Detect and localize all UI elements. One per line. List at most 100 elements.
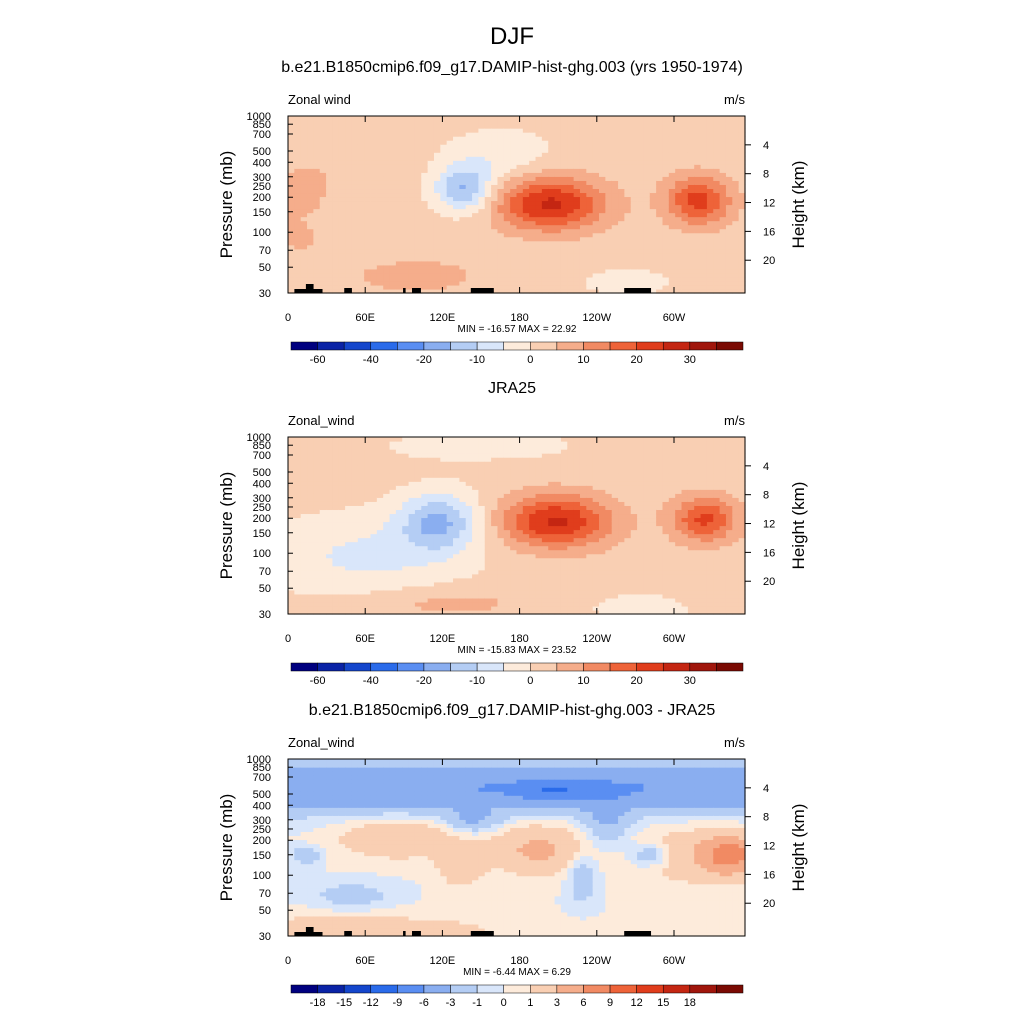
contour-cell	[421, 136, 429, 141]
contour-cell	[522, 172, 530, 177]
contour-cell	[408, 260, 416, 266]
contour-cell	[465, 489, 473, 494]
contour-cell	[719, 132, 727, 137]
contour-cell	[478, 461, 486, 466]
contour-cell	[364, 160, 372, 165]
contour-cell	[395, 573, 403, 579]
contour-cell	[300, 212, 308, 218]
contour-cell	[421, 525, 429, 531]
contour-cell	[725, 148, 733, 153]
contour-cell	[503, 116, 511, 121]
contour-cell	[446, 220, 454, 226]
contour-cell	[567, 120, 575, 125]
contour-cell	[288, 609, 295, 615]
contour-cell	[491, 585, 499, 591]
contour-cell	[402, 537, 410, 543]
contour-cell	[376, 172, 384, 177]
contour-cell	[459, 256, 467, 262]
contour-cell	[395, 581, 403, 587]
contour-cell	[579, 248, 587, 254]
contour-cell	[497, 140, 505, 145]
contour-cell	[288, 244, 295, 250]
contour-cell	[414, 212, 422, 218]
contour-cell	[338, 288, 346, 294]
contour-cell	[357, 529, 365, 535]
contour-cell	[522, 220, 530, 226]
contour-cell	[421, 140, 429, 145]
contour-cell	[351, 160, 359, 165]
contour-cell	[421, 513, 429, 519]
contour-cell	[541, 172, 549, 177]
contour-cell	[440, 248, 448, 254]
contour-cell	[338, 457, 346, 462]
contour-cell	[573, 236, 581, 242]
contour-cell	[573, 264, 581, 270]
contour-cell	[326, 469, 334, 474]
contour-cell	[516, 136, 524, 141]
contour-cell	[326, 557, 334, 563]
contour-cell	[465, 461, 473, 466]
contour-cell	[326, 136, 334, 141]
contour-cell	[522, 148, 530, 153]
contour-cell	[529, 236, 537, 242]
contour-cell	[332, 116, 340, 121]
colorbar-label: 10	[577, 354, 589, 366]
contour-cell	[383, 116, 391, 121]
contour-cell	[694, 216, 702, 222]
contour-cell	[732, 212, 740, 218]
contour-cell	[554, 140, 562, 145]
contour-cell	[395, 465, 403, 470]
contour-cell	[618, 164, 626, 169]
contour-cell	[459, 276, 467, 282]
contour-cell	[738, 272, 746, 278]
contour-cell	[529, 160, 537, 165]
contour-cell	[516, 272, 524, 278]
contour-cell	[516, 160, 524, 165]
contour-cell	[465, 224, 473, 230]
contour-cell	[497, 180, 505, 185]
contour-cell	[440, 589, 448, 595]
contour-cell	[370, 593, 378, 599]
contour-cell	[560, 208, 568, 214]
contour-cell	[725, 200, 733, 206]
contour-cell	[319, 284, 327, 290]
contour-cell	[687, 156, 695, 161]
contour-cell	[319, 497, 327, 502]
contour-cell	[560, 244, 568, 250]
contour-cell	[465, 176, 473, 181]
contour-cell	[497, 477, 505, 482]
contour-cell	[446, 525, 454, 531]
contour-cell	[414, 164, 422, 169]
contour-cell	[529, 128, 537, 133]
contour-cell	[326, 120, 334, 125]
contour-cell	[497, 481, 505, 486]
contour-cell	[421, 549, 429, 555]
contour-cell	[338, 489, 346, 494]
panels: b.e21.B1850cmip6.f09_g17.DAMIP-hist-ghg.…	[217, 59, 808, 1009]
contour-cell	[478, 465, 486, 470]
contour-cell	[592, 232, 600, 238]
contour-cell	[503, 136, 511, 141]
contour-cell	[364, 489, 372, 494]
contour-cell	[484, 200, 492, 206]
contour-cell	[395, 148, 403, 153]
contour-cell	[510, 529, 518, 535]
contour-cell	[611, 220, 619, 226]
contour-cell	[395, 549, 403, 555]
contour-cell	[446, 557, 454, 563]
contour-cell	[738, 176, 746, 181]
contour-cell	[668, 120, 676, 125]
contour-cell	[605, 260, 613, 266]
contour-cell	[408, 248, 416, 254]
contour-cell	[554, 192, 562, 198]
contour-cell	[351, 533, 359, 539]
contour-cell	[319, 188, 327, 194]
contour-cell	[491, 212, 499, 218]
contour-cell	[395, 517, 403, 523]
contour-cell	[510, 188, 518, 194]
contour-cell	[288, 200, 295, 206]
contour-cell	[307, 192, 314, 198]
contour-cell	[738, 208, 746, 214]
contour-cell	[738, 288, 746, 294]
contour-cell	[497, 449, 505, 454]
